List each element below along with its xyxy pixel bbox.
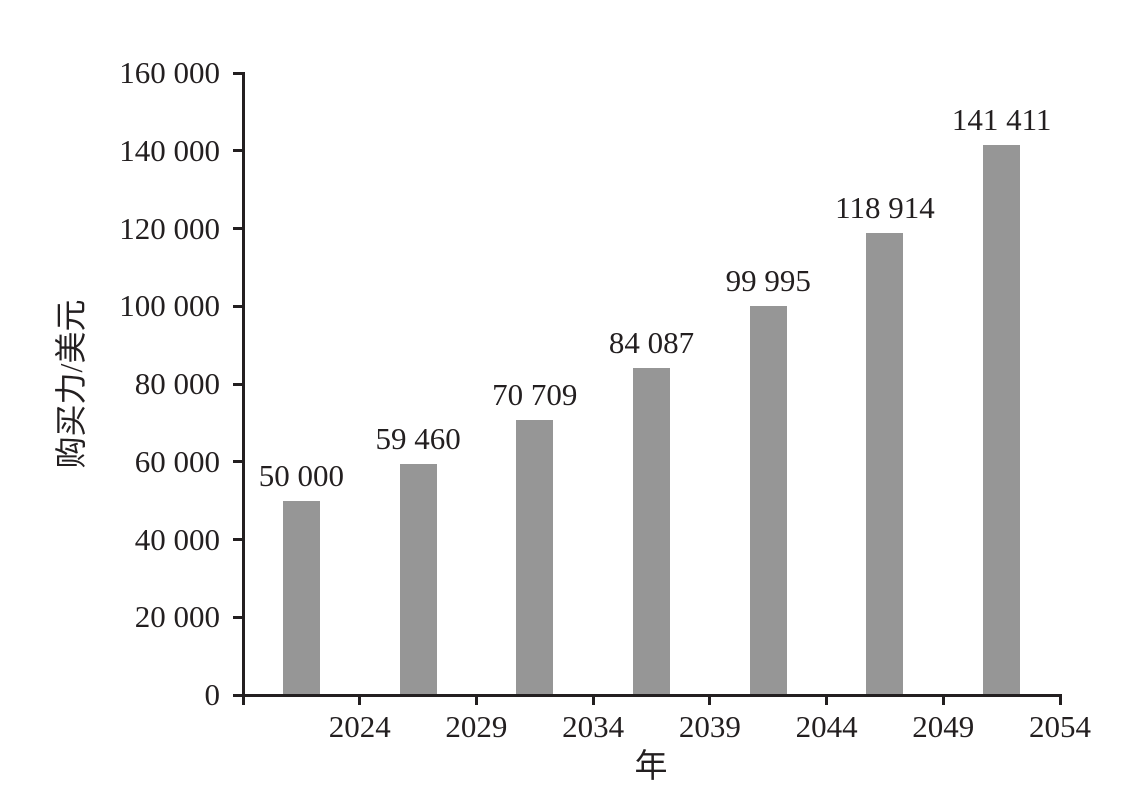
bar-value-label: 118 914 xyxy=(835,189,935,225)
y-tick xyxy=(233,382,243,386)
x-tick xyxy=(825,695,829,705)
y-tick-label: 40 000 xyxy=(134,521,220,557)
y-tick-label: 60 000 xyxy=(134,443,220,479)
bar-value-label: 70 709 xyxy=(492,377,578,413)
x-tick xyxy=(591,695,595,705)
bar-value-label: 84 087 xyxy=(608,325,695,361)
y-tick xyxy=(233,615,243,619)
bar xyxy=(866,232,904,694)
bar xyxy=(749,306,787,694)
y-tick xyxy=(233,460,243,464)
y-tick xyxy=(233,149,243,153)
bar xyxy=(983,145,1021,694)
x-axis-title: 年 xyxy=(634,749,668,785)
y-axis-line xyxy=(241,72,245,697)
y-tick xyxy=(233,304,243,308)
bar xyxy=(399,463,437,694)
y-tick xyxy=(233,693,243,697)
x-tick-label: 2039 xyxy=(678,709,741,744)
x-tick-label: 2044 xyxy=(795,709,858,744)
y-tick xyxy=(233,227,243,230)
bar-value-label: 141 411 xyxy=(951,102,1052,138)
bar-value-label: 99 995 xyxy=(725,263,811,299)
x-tick xyxy=(358,695,362,705)
bar xyxy=(282,500,320,694)
x-tick xyxy=(241,695,245,705)
bar xyxy=(516,420,554,694)
x-tick xyxy=(941,695,945,705)
x-tick-label: 2054 xyxy=(1029,709,1091,744)
x-tick-label: 2049 xyxy=(912,709,975,744)
y-tick-label: 160 000 xyxy=(119,55,220,90)
bar-value-label: 59 460 xyxy=(375,420,461,456)
x-tick xyxy=(708,695,712,705)
y-tick-label: 120 000 xyxy=(119,210,220,246)
x-axis-line xyxy=(241,693,1062,697)
y-tick-label: 100 000 xyxy=(119,288,220,324)
x-tick xyxy=(1058,695,1062,705)
y-tick xyxy=(233,71,243,75)
y-tick xyxy=(233,538,243,541)
x-tick-label: 2034 xyxy=(562,709,625,744)
y-tick-label: 80 000 xyxy=(134,366,220,401)
x-tick-label: 2024 xyxy=(328,709,391,744)
y-tick-label: 140 000 xyxy=(119,132,220,168)
x-tick-label: 2029 xyxy=(445,709,508,744)
bar-value-label: 50 000 xyxy=(258,457,344,493)
y-tick-label: 0 xyxy=(204,677,221,712)
bar xyxy=(633,368,670,694)
x-tick xyxy=(474,695,478,705)
y-tick-label: 20 000 xyxy=(134,599,220,635)
